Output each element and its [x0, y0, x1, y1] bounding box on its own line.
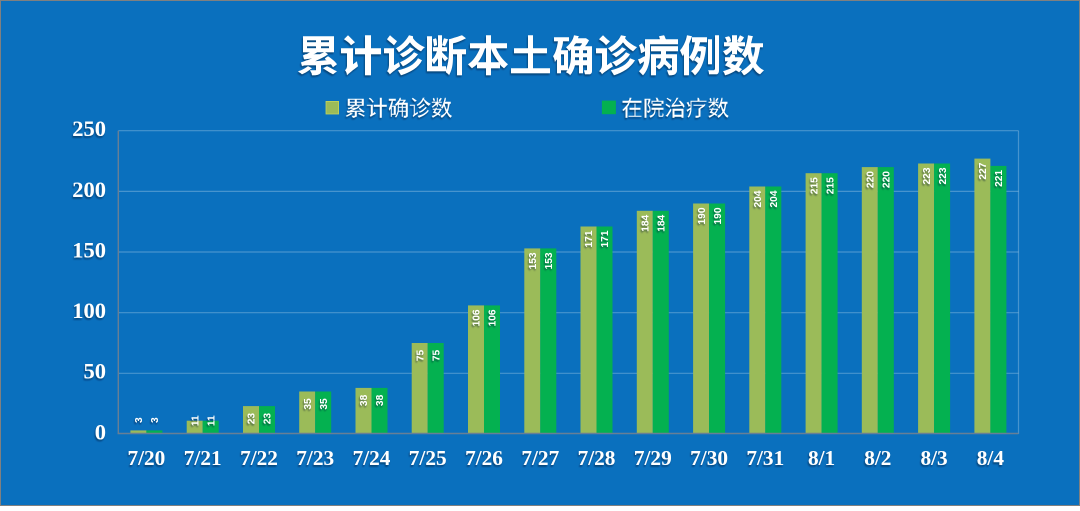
svg-text:8/1: 8/1: [808, 446, 835, 470]
svg-text:7/20: 7/20: [127, 446, 165, 470]
svg-text:50: 50: [84, 359, 107, 384]
svg-text:171: 171: [600, 230, 611, 247]
svg-text:190: 190: [697, 207, 708, 224]
svg-text:7/29: 7/29: [634, 446, 672, 470]
svg-text:38: 38: [375, 394, 386, 406]
svg-text:100: 100: [72, 298, 106, 323]
svg-text:153: 153: [544, 252, 555, 269]
svg-text:23: 23: [263, 413, 274, 425]
svg-text:190: 190: [713, 207, 724, 224]
svg-text:35: 35: [303, 398, 314, 410]
svg-text:106: 106: [472, 309, 483, 326]
svg-text:204: 204: [769, 190, 780, 207]
svg-text:7/30: 7/30: [690, 446, 728, 470]
svg-text:7/22: 7/22: [240, 446, 278, 470]
svg-text:200: 200: [72, 177, 106, 202]
svg-text:106: 106: [488, 309, 499, 326]
svg-text:220: 220: [866, 171, 877, 188]
svg-text:220: 220: [882, 171, 893, 188]
svg-text:8/3: 8/3: [920, 446, 947, 470]
svg-text:7/28: 7/28: [578, 446, 616, 470]
svg-text:7/21: 7/21: [184, 446, 222, 470]
svg-text:7/24: 7/24: [353, 446, 391, 470]
svg-text:223: 223: [922, 167, 933, 184]
svg-text:3: 3: [134, 417, 145, 423]
svg-text:250: 250: [72, 116, 106, 141]
svg-text:38: 38: [359, 394, 370, 406]
svg-text:153: 153: [528, 252, 539, 269]
svg-text:11: 11: [190, 415, 201, 426]
svg-text:8/2: 8/2: [864, 446, 891, 470]
svg-text:75: 75: [431, 350, 442, 362]
svg-text:184: 184: [657, 214, 668, 231]
svg-text:204: 204: [753, 190, 764, 207]
svg-text:7/23: 7/23: [296, 446, 334, 470]
svg-text:184: 184: [641, 214, 652, 231]
svg-text:7/25: 7/25: [409, 446, 447, 470]
svg-text:150: 150: [72, 237, 106, 262]
svg-text:215: 215: [809, 177, 820, 194]
svg-text:23: 23: [247, 413, 258, 425]
svg-text:11: 11: [206, 415, 217, 426]
svg-text:3: 3: [150, 417, 161, 423]
svg-text:221: 221: [994, 170, 1005, 187]
svg-text:171: 171: [584, 230, 595, 247]
svg-text:8/4: 8/4: [977, 446, 1005, 470]
svg-text:75: 75: [415, 350, 426, 362]
svg-text:0: 0: [95, 419, 106, 444]
svg-text:227: 227: [978, 162, 989, 179]
svg-text:7/26: 7/26: [465, 446, 503, 470]
svg-text:223: 223: [938, 167, 949, 184]
svg-text:7/31: 7/31: [746, 446, 784, 470]
svg-text:35: 35: [319, 398, 330, 410]
svg-text:7/27: 7/27: [521, 446, 559, 470]
svg-text:215: 215: [825, 177, 836, 194]
